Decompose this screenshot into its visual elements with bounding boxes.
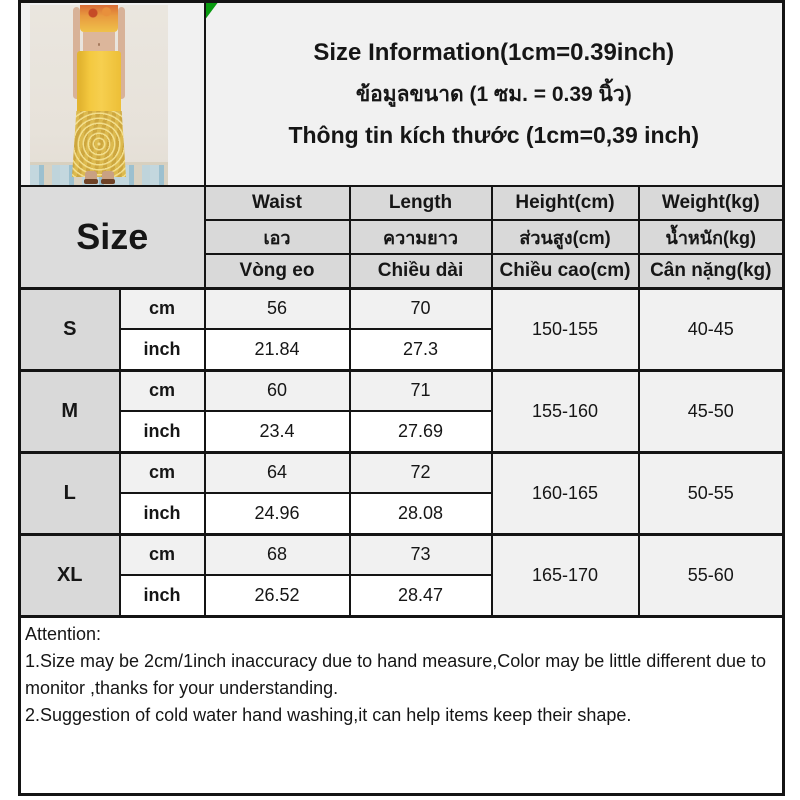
- attention-cell: Attention: 1.Size may be 2cm/1inch inacc…: [18, 614, 785, 796]
- row-xl-inch: inch 26.52 28.47: [20, 574, 784, 617]
- waist-inch-m: 23.4: [203, 410, 351, 453]
- length-inch-s: 27.3: [348, 328, 493, 371]
- waist-cm-l: 64: [203, 450, 351, 494]
- chart-frame: Size Information(1cm=0.39inch) ข้อมูลขนา…: [18, 0, 786, 796]
- length-cm-s: 70: [348, 286, 493, 330]
- title-vietnamese: Thông tin kích thước (1cm=0,39 inch): [288, 122, 700, 148]
- yellow-skirt-lace: [72, 111, 126, 177]
- height-xl: 165-170: [490, 532, 640, 617]
- unit-cm: cm: [118, 532, 206, 576]
- model-arm-right: [118, 7, 125, 99]
- header-height-en: Height(cm): [490, 185, 640, 221]
- row-m-cm: M cm 60 71 155-160 45-50: [18, 368, 785, 453]
- header-length-vi: Chiều dài: [348, 253, 493, 289]
- unit-inch: inch: [118, 410, 206, 453]
- size-label-s: S: [18, 286, 121, 371]
- header-height-th: ส่วนสูง(cm): [490, 219, 640, 255]
- length-inch-xl: 28.47: [348, 574, 493, 617]
- height-m: 155-160: [490, 368, 640, 453]
- length-cm-l: 72: [348, 450, 493, 494]
- header-height-vi: Chiều cao(cm): [490, 253, 640, 289]
- attention-heading: Attention:: [25, 623, 102, 644]
- header-waist-th: เอว: [203, 219, 351, 255]
- header-weight-vi: Cân nặng(kg): [637, 253, 785, 289]
- sandal-right: [101, 179, 115, 184]
- header-length-th: ความยาว: [348, 219, 493, 255]
- unit-cm: cm: [118, 368, 206, 412]
- waist-cm-s: 56: [203, 286, 351, 330]
- weight-xl: 55-60: [637, 532, 785, 617]
- model-midriff: [83, 32, 115, 51]
- waist-cm-xl: 68: [203, 532, 351, 576]
- row-s-cm: S cm 56 70 150-155 40-45: [18, 286, 785, 371]
- title-row: Size Information(1cm=0.39inch) ข้อมูลขนา…: [18, 0, 785, 187]
- header-waist-vi: Vòng eo: [203, 253, 351, 289]
- row-m-inch: inch 23.4 27.69: [20, 410, 784, 453]
- header-length-en: Length: [348, 185, 493, 221]
- title-cell: Size Information(1cm=0.39inch) ข้อมูลขนา…: [203, 0, 785, 187]
- height-s: 150-155: [490, 286, 640, 371]
- green-corner-flag-icon: [206, 3, 218, 19]
- size-table: Size Information(1cm=0.39inch) ข้อมูลขนา…: [18, 0, 786, 796]
- size-label-l: L: [18, 450, 121, 535]
- size-corner-header: Size: [18, 185, 206, 289]
- waist-inch-xl: 26.52: [203, 574, 351, 617]
- unit-cm: cm: [118, 450, 206, 494]
- waist-cm-m: 60: [203, 368, 351, 412]
- weight-l: 50-55: [637, 450, 785, 535]
- header-row-thai: เอว ความยาว ส่วนสูง(cm) น้ำหนัก(kg): [20, 219, 785, 255]
- length-inch-l: 28.08: [348, 492, 493, 535]
- length-cm-m: 71: [348, 368, 493, 412]
- unit-cm: cm: [118, 286, 206, 330]
- row-xl-cm: XL cm 68 73 165-170 55-60: [18, 532, 785, 617]
- header-row-vietnamese: Vòng eo Chiều dài Chiều cao(cm) Cân nặng…: [20, 253, 785, 289]
- attention-row: Attention: 1.Size may be 2cm/1inch inacc…: [18, 614, 785, 796]
- product-photo-cell: [18, 0, 206, 187]
- row-s-inch: inch 21.84 27.3: [20, 328, 784, 371]
- length-cm-xl: 73: [348, 532, 493, 576]
- header-weight-th: น้ำหนัก(kg): [637, 219, 785, 255]
- length-inch-m: 27.69: [348, 410, 493, 453]
- size-label-xl: XL: [18, 532, 121, 617]
- waist-inch-l: 24.96: [203, 492, 351, 535]
- title-thai: ข้อมูลขนาด (1 ซม. = 0.39 นิ้ว): [355, 83, 632, 106]
- header-row-english: Size Waist Length Height(cm) Weight(kg): [18, 185, 785, 289]
- unit-inch: inch: [118, 574, 206, 617]
- attention-note-2: 2.Suggestion of cold water hand washing,…: [25, 704, 632, 725]
- sandal-left: [84, 179, 98, 184]
- size-label-m: M: [18, 368, 121, 453]
- unit-inch: inch: [118, 492, 206, 535]
- weight-s: 40-45: [637, 286, 785, 371]
- height-l: 160-165: [490, 450, 640, 535]
- weight-m: 45-50: [637, 368, 785, 453]
- row-l-inch: inch 24.96 28.08: [20, 492, 784, 535]
- unit-inch: inch: [118, 328, 206, 371]
- waist-inch-s: 21.84: [203, 328, 351, 371]
- product-photo: [30, 5, 168, 185]
- model-arm-left: [73, 7, 80, 99]
- attention-note-1: 1.Size may be 2cm/1inch inaccuracy due t…: [25, 650, 767, 698]
- header-waist-en: Waist: [203, 185, 351, 221]
- title-english: Size Information(1cm=0.39inch): [313, 39, 675, 66]
- yellow-skirt-solid: [77, 51, 121, 111]
- row-l-cm: L cm 64 72 160-165 50-55: [18, 450, 785, 535]
- header-weight-en: Weight(kg): [637, 185, 785, 221]
